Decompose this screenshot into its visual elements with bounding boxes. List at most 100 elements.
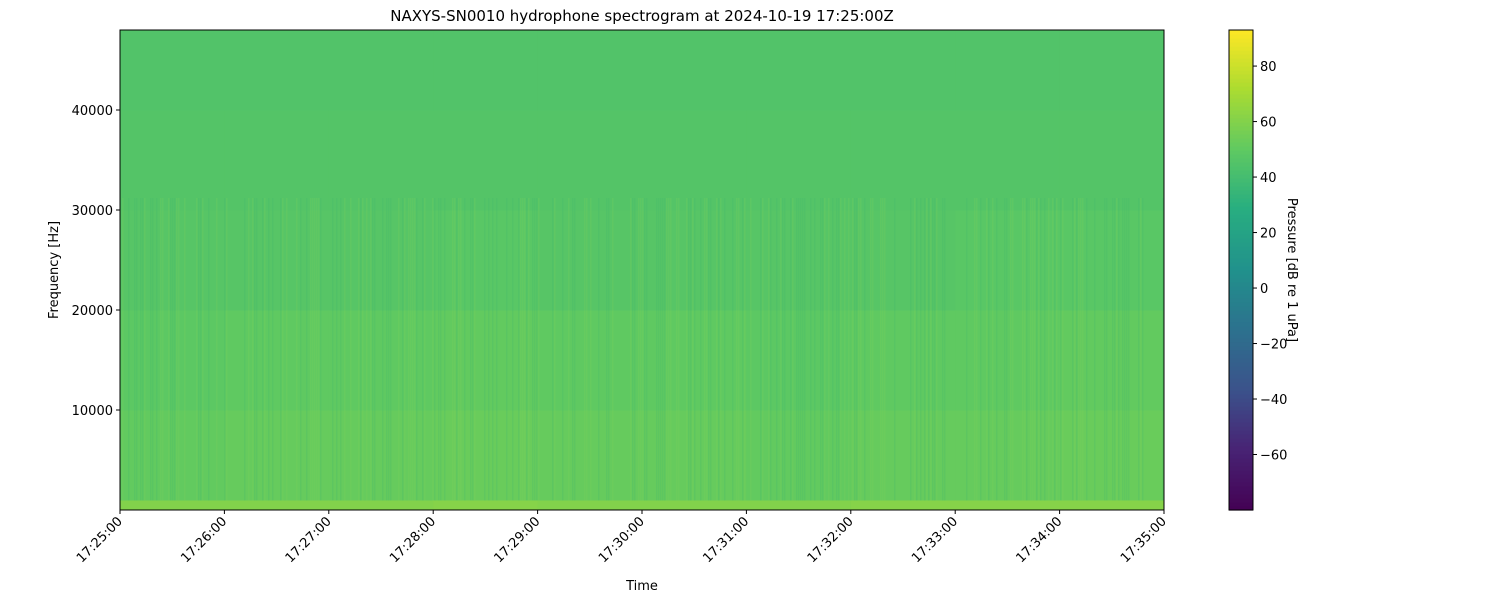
y-tick-label: 20000 bbox=[72, 304, 113, 319]
heatmap-cell bbox=[433, 30, 539, 111]
colorbar-segment bbox=[1229, 394, 1253, 399]
texture-stripe bbox=[474, 198, 476, 501]
texture-stripe bbox=[724, 198, 726, 501]
texture-stripe bbox=[162, 198, 164, 501]
colorbar-segment bbox=[1229, 422, 1253, 427]
colorbar-segment bbox=[1229, 346, 1253, 351]
colorbar-segment bbox=[1229, 382, 1253, 387]
texture-stripe bbox=[386, 198, 388, 501]
texture-stripe bbox=[760, 198, 762, 501]
texture-stripe bbox=[836, 198, 838, 501]
colorbar-segment bbox=[1229, 206, 1253, 211]
texture-stripe bbox=[1030, 198, 1032, 501]
texture-stripe bbox=[200, 198, 202, 501]
heatmap-cell bbox=[120, 110, 225, 211]
colorbar-segment bbox=[1229, 446, 1253, 451]
colorbar-segment bbox=[1229, 410, 1253, 415]
colorbar-segment bbox=[1229, 158, 1253, 163]
texture-stripe bbox=[936, 198, 938, 501]
texture-stripe bbox=[440, 198, 442, 501]
texture-stripe bbox=[880, 198, 882, 501]
y-tick-label: 10000 bbox=[72, 404, 113, 419]
colorbar-segment bbox=[1229, 482, 1253, 487]
colorbar-segment bbox=[1229, 418, 1253, 423]
texture-stripe bbox=[1116, 198, 1118, 501]
colorbar-segment bbox=[1229, 122, 1253, 127]
texture-stripe bbox=[980, 198, 982, 501]
colorbar-segment bbox=[1229, 194, 1253, 199]
heatmap-cell bbox=[850, 30, 956, 111]
texture-stripe bbox=[700, 198, 702, 501]
texture-stripe bbox=[860, 198, 862, 501]
texture-stripe bbox=[1094, 198, 1096, 501]
texture-stripe bbox=[458, 198, 460, 501]
texture-stripe bbox=[736, 198, 738, 501]
texture-stripe bbox=[974, 198, 976, 501]
texture-stripe bbox=[248, 198, 250, 501]
texture-stripe bbox=[572, 198, 574, 501]
heatmap-cell bbox=[537, 310, 643, 411]
texture-stripe bbox=[226, 198, 228, 501]
texture-stripe bbox=[128, 198, 130, 501]
heatmap-cell bbox=[1059, 30, 1165, 111]
texture-stripe bbox=[944, 198, 946, 501]
colorbar-segment bbox=[1229, 426, 1253, 431]
heatmap-cell bbox=[328, 500, 434, 511]
texture-stripe bbox=[408, 198, 410, 501]
colorbar-segment bbox=[1229, 250, 1253, 255]
colorbar-segment bbox=[1229, 134, 1253, 139]
colorbar-segment bbox=[1229, 38, 1253, 43]
colorbar-segment bbox=[1229, 70, 1253, 75]
heatmap-cell bbox=[955, 310, 1061, 411]
texture-stripe bbox=[838, 198, 840, 501]
texture-stripe bbox=[272, 198, 274, 501]
texture-stripe bbox=[660, 198, 662, 501]
texture-stripe bbox=[1006, 198, 1008, 501]
colorbar-segment bbox=[1229, 462, 1253, 467]
x-tick-label: 17:30:00 bbox=[596, 514, 648, 566]
texture-stripe bbox=[884, 198, 886, 501]
x-tick-label: 17:34:00 bbox=[1014, 514, 1066, 566]
texture-stripe bbox=[1076, 198, 1078, 501]
texture-stripe bbox=[1024, 198, 1026, 501]
x-tick-label: 17:31:00 bbox=[700, 514, 752, 566]
texture-stripe bbox=[804, 198, 806, 501]
heatmap-cell bbox=[224, 500, 330, 511]
texture-stripe bbox=[704, 198, 706, 501]
colorbar-segment bbox=[1229, 458, 1253, 463]
texture-stripe bbox=[1040, 198, 1042, 501]
texture-stripe bbox=[216, 198, 218, 501]
heatmap-cell bbox=[850, 110, 956, 211]
heatmap-cell bbox=[537, 410, 643, 501]
colorbar-tick-label: −40 bbox=[1260, 393, 1287, 408]
colorbar-segment bbox=[1229, 402, 1253, 407]
colorbar-segment bbox=[1229, 174, 1253, 179]
texture-stripe bbox=[1052, 198, 1054, 501]
texture-stripe bbox=[1140, 198, 1142, 501]
colorbar-segment bbox=[1229, 190, 1253, 195]
colorbar-segment bbox=[1229, 210, 1253, 215]
colorbar-segment bbox=[1229, 374, 1253, 379]
texture-stripe bbox=[1128, 198, 1130, 501]
y-tick-label: 40000 bbox=[72, 104, 113, 119]
colorbar-segment bbox=[1229, 310, 1253, 315]
texture-stripe bbox=[658, 198, 660, 501]
colorbar-segment bbox=[1229, 98, 1253, 103]
heatmap-cell bbox=[224, 110, 330, 211]
colorbar-segment bbox=[1229, 106, 1253, 111]
colorbar-segment bbox=[1229, 62, 1253, 67]
colorbar-segment bbox=[1229, 286, 1253, 291]
colorbar-segment bbox=[1229, 266, 1253, 271]
texture-stripe bbox=[802, 198, 804, 501]
texture-stripe bbox=[1162, 198, 1164, 501]
texture-stripe bbox=[1074, 198, 1076, 501]
texture-stripe bbox=[1010, 198, 1012, 501]
heatmap-cell bbox=[1059, 500, 1165, 511]
colorbar-segment bbox=[1229, 94, 1253, 99]
texture-stripe bbox=[666, 198, 668, 501]
heatmap-cell bbox=[224, 210, 330, 311]
texture-stripe bbox=[340, 198, 342, 501]
texture-stripe bbox=[848, 198, 850, 501]
texture-stripe bbox=[742, 198, 744, 501]
heatmap-cell bbox=[746, 110, 852, 211]
